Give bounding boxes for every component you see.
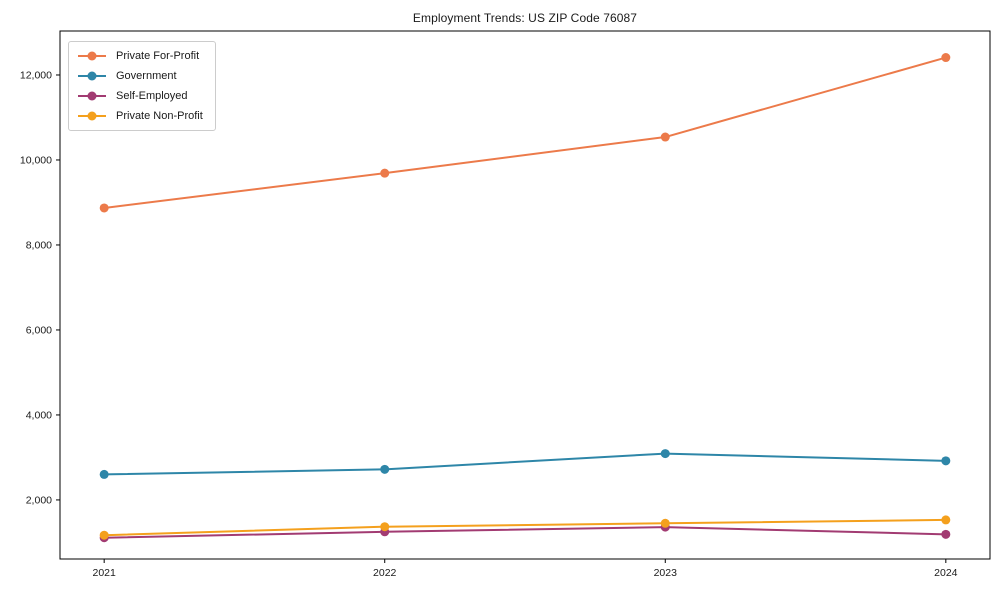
y-tick-label: 12,000 [20, 69, 52, 81]
legend-label: Government [116, 70, 177, 82]
legend-marker-self-employed [78, 91, 106, 101]
data-point-government [660, 449, 670, 459]
y-tick-label: 8,000 [26, 239, 52, 251]
data-point-private-non-profit [99, 530, 109, 540]
legend-item-private-for-profit: Private For-Profit [77, 49, 203, 63]
y-tick-label: 2,000 [26, 494, 52, 506]
data-point-private-for-profit [941, 53, 951, 63]
legend-item-self-employed: Self-Employed [77, 89, 203, 103]
y-tick-label: 4,000 [26, 409, 52, 421]
data-point-self-employed [941, 529, 951, 539]
chart-title: Employment Trends: US ZIP Code 76087 [412, 11, 638, 25]
series-line-self-employed [103, 526, 947, 539]
legend-marker-private-non-profit [78, 111, 106, 121]
series-line-private-non-profit [103, 518, 947, 537]
data-point-private-non-profit [380, 522, 390, 532]
y-tick-label: 6,000 [26, 324, 52, 336]
data-point-private-for-profit [660, 132, 670, 142]
x-tick-label: 2023 [654, 567, 678, 579]
legend-label: Self-Employed [116, 90, 188, 102]
data-point-private-non-profit [660, 518, 670, 528]
data-point-private-for-profit [380, 168, 390, 178]
legend-label: Private Non-Profit [116, 110, 203, 122]
plot-border [59, 30, 991, 560]
y-tick-label: 10,000 [20, 154, 52, 166]
legend-marker-government [78, 71, 106, 81]
data-point-government [941, 456, 951, 466]
series-line-private-for-profit [103, 56, 947, 209]
legend-label: Private For-Profit [116, 50, 200, 62]
data-point-private-non-profit [941, 515, 951, 525]
legend-item-private-non-profit: Private Non-Profit [77, 109, 203, 123]
series-line-government [103, 452, 947, 476]
legend-marker-private-for-profit [78, 51, 106, 61]
legend-item-government: Government [77, 69, 203, 83]
x-tick-label: 2022 [373, 567, 397, 579]
data-point-government [380, 464, 390, 474]
data-point-government [99, 469, 109, 479]
data-point-private-for-profit [99, 203, 109, 213]
x-tick-label: 2021 [92, 567, 116, 579]
x-tick-label: 2024 [934, 567, 958, 579]
legend: Private For-Profit Government Self-Employe… [68, 41, 216, 131]
